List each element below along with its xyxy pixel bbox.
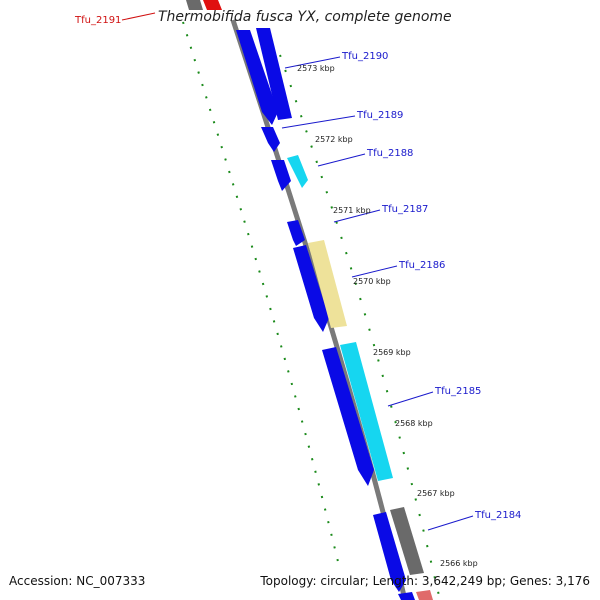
- kbp-tick-label: 2570 kbp: [353, 277, 391, 286]
- label-tfu-2191: Tfu_2191: [74, 15, 121, 26]
- leader-tfu-2191: [121, 12, 156, 21]
- gene-tfu-2185-blue: [322, 347, 374, 486]
- leader-tfu-2184: [427, 515, 474, 531]
- kbp-tick-label: 2572 kbp: [315, 135, 353, 144]
- leader-tfu-2190: [284, 56, 341, 69]
- label-tfu-2188: Tfu_2188: [366, 148, 413, 159]
- leader-tfu-2188: [317, 153, 366, 167]
- gene-tfu-2191-segment: [203, 0, 222, 10]
- leader-tfu-2189: [281, 115, 356, 129]
- kbp-tick-label: 2571 kbp: [333, 206, 371, 215]
- gene-tfu-2189: [261, 127, 280, 152]
- gene-bottom-red: [416, 590, 433, 600]
- kbp-tick-label: 2568 kbp: [395, 419, 433, 428]
- gene-tfu-2188-cyan: [287, 155, 308, 188]
- leader-tfu-2185: [387, 391, 434, 407]
- kbp-tick-label: 2566 kbp: [440, 559, 478, 568]
- gene-tfu-2190-b: [256, 28, 292, 120]
- label-tfu-2185: Tfu_2185: [434, 386, 481, 397]
- label-tfu-2187: Tfu_2187: [381, 204, 428, 215]
- gene-gray-top-segment: [186, 0, 203, 10]
- inner-dotted-ring: [182, 21, 341, 571]
- leader-tfu-2187: [333, 209, 381, 223]
- label-tfu-2190: Tfu_2190: [341, 51, 388, 62]
- gene-tfu-2190-a: [236, 30, 278, 125]
- gene-tfu-2186-yellow: [308, 240, 347, 328]
- gene-tfu-2184-gray: [390, 507, 424, 575]
- gene-tfu-2184-blue: [373, 512, 406, 592]
- label-tfu-2186: Tfu_2186: [398, 260, 445, 271]
- gene-tfu-2186-blue: [293, 245, 329, 332]
- label-tfu-2184: Tfu_2184: [474, 510, 521, 521]
- gene-tfu-2185-cyan: [340, 342, 393, 481]
- outer-dotted-ring: [279, 54, 441, 600]
- topology-text: Topology: circular; Length: 3,642,249 bp…: [260, 574, 590, 588]
- kbp-tick-label: 2569 kbp: [373, 348, 411, 357]
- leader-tfu-2186: [351, 265, 398, 278]
- gene-tfu-2187: [287, 220, 305, 246]
- gene-bottom-blue: [398, 592, 415, 600]
- kbp-tick-label: 2567 kbp: [417, 489, 455, 498]
- gene-tfu-2188-blue: [271, 160, 291, 191]
- accession-text: Accession: NC_007333: [9, 574, 146, 588]
- kbp-tick-label: 2573 kbp: [297, 64, 335, 73]
- genome-title: Thermobifida fusca YX, complete genome: [158, 9, 452, 25]
- label-tfu-2189: Tfu_2189: [356, 110, 403, 121]
